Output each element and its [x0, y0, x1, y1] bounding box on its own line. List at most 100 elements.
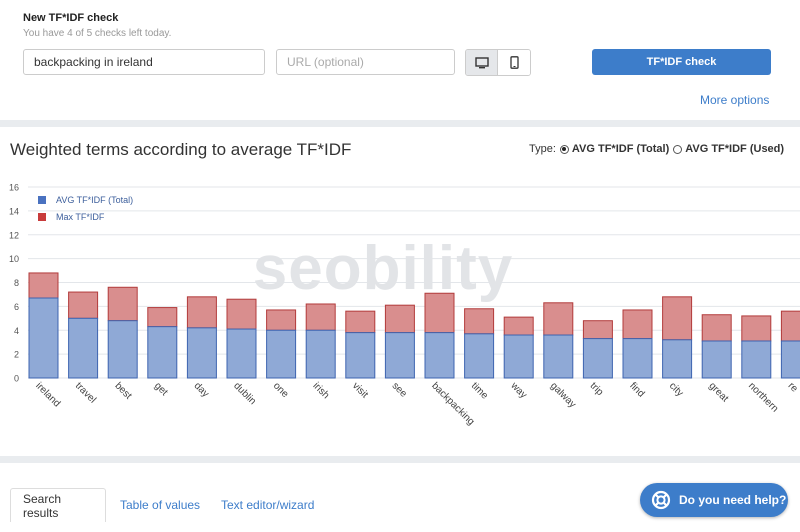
desktop-button[interactable] — [466, 50, 499, 75]
bar-max-tfidf — [780, 310, 800, 342]
x-tick-label: re — [786, 380, 800, 394]
check-title: New TF*IDF check — [23, 12, 119, 24]
mobile-button[interactable] — [498, 50, 530, 75]
x-tick-label: get — [152, 380, 170, 398]
bar-max-tfidf — [741, 315, 772, 342]
tfidf-bar-chart: 0 2 4 6 8 10 12 14 16 seobility ireland travel best g… — [9, 183, 800, 428]
bar-avg-tfidf — [186, 327, 217, 379]
bar-max-tfidf — [345, 310, 376, 334]
bar-avg-tfidf — [384, 332, 415, 379]
chart-title: Weighted terms according to average TF*I… — [10, 140, 352, 159]
chart-panel: Weighted terms according to average TF*I… — [0, 127, 800, 456]
x-tick-label: irish — [310, 380, 331, 401]
x-tick-label: day — [192, 380, 211, 399]
bar-max-tfidf — [186, 296, 217, 329]
type-label: Type: — [529, 143, 556, 155]
bar-avg-tfidf — [622, 338, 653, 379]
device-toggle — [465, 49, 531, 76]
y-tick-label: 14 — [9, 206, 19, 216]
desktop-icon — [474, 56, 489, 68]
mobile-icon — [509, 56, 519, 69]
bar-avg-tfidf — [28, 297, 59, 379]
bar-avg-tfidf — [107, 320, 138, 379]
bar-avg-tfidf — [266, 329, 297, 379]
tab-search-results[interactable]: Search results — [10, 488, 106, 522]
y-tick-label: 2 — [14, 350, 19, 360]
x-tick-label: way — [508, 380, 529, 401]
legend-swatch-max — [38, 213, 46, 221]
y-tick-label: 10 — [9, 254, 19, 264]
legend-swatch-avg — [38, 196, 46, 204]
x-tick-label: visit — [350, 380, 370, 400]
bar-max-tfidf — [226, 298, 257, 330]
bar-max-tfidf — [503, 316, 534, 336]
legend-label-avg: AVG TF*IDF (Total) — [56, 195, 133, 205]
x-tick-label: great — [706, 380, 730, 404]
bar-max-tfidf — [68, 291, 99, 319]
legend-label-max: Max TF*IDF — [56, 212, 105, 222]
watermark: seobility — [253, 234, 514, 303]
bar-max-tfidf — [622, 309, 653, 340]
bar-avg-tfidf — [226, 328, 257, 379]
bar-avg-tfidf — [68, 317, 99, 379]
y-tick-label: 0 — [14, 374, 19, 384]
x-tick-label: ireland — [33, 380, 62, 409]
bar-avg-tfidf — [543, 334, 574, 379]
bar-avg-tfidf — [780, 340, 800, 379]
x-tick-label: see — [390, 380, 409, 399]
bar-avg-tfidf — [582, 338, 613, 379]
bar-max-tfidf — [147, 307, 178, 328]
type-option-used[interactable]: AVG TF*IDF (Used) — [685, 143, 785, 155]
bar-max-tfidf — [107, 286, 138, 322]
bar-max-tfidf — [266, 309, 297, 331]
y-tick-label: 8 — [14, 278, 19, 288]
type-option-total[interactable]: AVG TF*IDF (Total) — [571, 143, 670, 155]
radio-used[interactable] — [673, 144, 683, 154]
more-options-link[interactable]: More options — [700, 93, 770, 107]
bar-avg-tfidf — [345, 332, 376, 379]
y-tick-label: 4 — [14, 326, 19, 336]
tab-text-editor[interactable]: Text editor/wizard — [221, 498, 315, 512]
x-tick-label: best — [112, 380, 133, 401]
y-tick-label: 16 — [9, 183, 19, 193]
help-button[interactable]: Do you need help? — [640, 483, 788, 517]
type-selector: Type: AVG TF*IDF (Total) AVG TF*IDF (Use… — [529, 143, 784, 155]
bar-max-tfidf — [543, 302, 574, 336]
x-tick-label: find — [627, 380, 646, 399]
tfidf-check-button[interactable]: TF*IDF check — [592, 49, 771, 75]
bar-max-tfidf — [424, 292, 455, 334]
checks-remaining-text: You have 4 of 5 checks left today. — [23, 28, 172, 39]
new-check-panel: New TF*IDF check You have 4 of 5 checks … — [0, 0, 800, 120]
bar-avg-tfidf — [701, 340, 732, 379]
bar-avg-tfidf — [662, 339, 693, 379]
x-tick-label: northern — [746, 380, 780, 414]
radio-total[interactable] — [559, 144, 569, 154]
bar-avg-tfidf — [741, 340, 772, 379]
x-tick-label: dublin — [231, 380, 258, 407]
x-tick-label: galway — [548, 380, 578, 410]
lifebuoy-icon — [651, 490, 671, 510]
tabs-panel: Search results Table of values Text edit… — [0, 463, 800, 532]
bar-max-tfidf — [582, 320, 613, 340]
x-tick-label: time — [469, 380, 490, 401]
keyword-input[interactable] — [23, 49, 265, 75]
bar-max-tfidf — [701, 314, 732, 342]
x-tick-label: trip — [588, 380, 606, 398]
tab-table-of-values[interactable]: Table of values — [120, 498, 201, 512]
bar-avg-tfidf — [464, 333, 495, 379]
url-input[interactable] — [276, 49, 455, 75]
bar-max-tfidf — [28, 272, 59, 299]
x-tick-label: travel — [73, 380, 98, 405]
x-tick-label: one — [271, 380, 291, 400]
bar-avg-tfidf — [305, 329, 336, 379]
bar-avg-tfidf — [424, 332, 455, 379]
bar-max-tfidf — [384, 304, 415, 334]
x-tick-label: city — [667, 380, 685, 398]
help-label: Do you need help? — [679, 493, 787, 507]
y-tick-label: 12 — [9, 230, 19, 240]
y-tick-label: 6 — [14, 302, 19, 312]
bar-max-tfidf — [662, 296, 693, 341]
bar-avg-tfidf — [503, 334, 534, 379]
bar-avg-tfidf — [147, 326, 178, 379]
bar-max-tfidf — [305, 303, 336, 331]
